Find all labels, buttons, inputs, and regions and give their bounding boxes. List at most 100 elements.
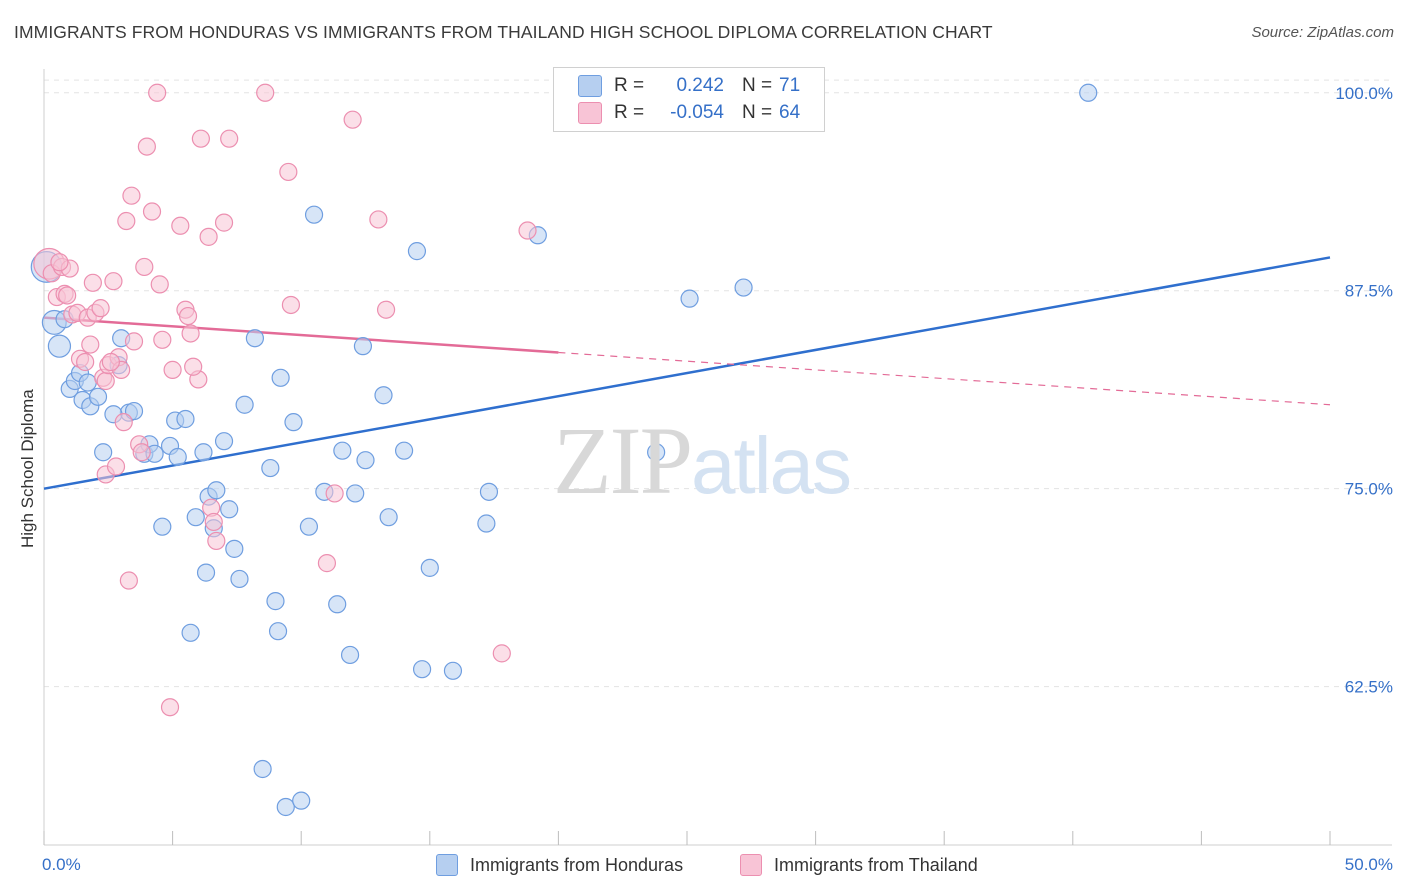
honduras-point bbox=[328, 595, 347, 614]
honduras-point bbox=[346, 484, 365, 503]
chart-title: IMMIGRANTS FROM HONDURAS VS IMMIGRANTS F… bbox=[14, 22, 993, 42]
watermark-zip: ZIP bbox=[553, 407, 693, 514]
thailand-point bbox=[153, 330, 172, 349]
honduras-point bbox=[230, 569, 249, 589]
thailand-point bbox=[160, 698, 180, 717]
thailand-point bbox=[376, 300, 396, 319]
thailand-point bbox=[117, 211, 136, 231]
source-label: Source: ZipAtlas.com bbox=[1251, 24, 1394, 41]
legend-r-value: 0.242 bbox=[676, 75, 724, 96]
honduras-point bbox=[168, 447, 187, 467]
thailand-point bbox=[122, 186, 141, 205]
honduras-swatch bbox=[578, 75, 602, 97]
honduras-point bbox=[261, 458, 280, 478]
legend-r-label: R = bbox=[614, 75, 645, 96]
honduras-point bbox=[647, 443, 666, 462]
honduras-point bbox=[124, 401, 144, 421]
thailand-point bbox=[317, 554, 337, 573]
legend-row-thailand: R = -0.054 N = 64 bbox=[578, 100, 800, 126]
thailand-point bbox=[124, 332, 144, 351]
honduras-point bbox=[194, 443, 213, 462]
thailand-point bbox=[163, 360, 182, 379]
thailand-point bbox=[191, 129, 210, 148]
thailand-point bbox=[83, 273, 102, 292]
honduras-point bbox=[88, 387, 108, 406]
honduras-point bbox=[333, 441, 352, 460]
thailand-legend-swatch bbox=[740, 854, 762, 876]
thailand-point bbox=[142, 202, 162, 221]
honduras-point bbox=[284, 413, 303, 432]
thailand-point bbox=[114, 413, 133, 432]
thailand-legend-label: Immigrants from Thailand bbox=[774, 854, 978, 875]
honduras-point bbox=[276, 797, 295, 817]
thailand-point bbox=[96, 371, 115, 391]
axes bbox=[43, 69, 1392, 846]
thailand-point bbox=[81, 335, 100, 354]
honduras-legend-label: Immigrants from Honduras bbox=[470, 854, 684, 875]
honduras-point bbox=[394, 441, 414, 460]
honduras-point bbox=[186, 508, 205, 527]
honduras-point bbox=[78, 373, 97, 392]
legend-n-value: 71 bbox=[779, 75, 801, 96]
x-tick-label-max: 50.0% bbox=[1345, 855, 1393, 874]
legend-n-label: N = bbox=[742, 102, 773, 123]
honduras-point bbox=[225, 539, 244, 558]
thailand-point bbox=[148, 83, 167, 102]
thailand-point bbox=[135, 257, 154, 277]
honduras-point bbox=[340, 645, 360, 665]
honduras-point bbox=[245, 329, 265, 348]
thailand-point bbox=[91, 299, 110, 318]
legend-n-label: N = bbox=[742, 75, 773, 96]
honduras-point bbox=[253, 759, 272, 779]
y-tick-label: 100.0% bbox=[1335, 84, 1393, 103]
thailand-point bbox=[281, 295, 301, 315]
thailand-trend-extension bbox=[558, 351, 1331, 406]
honduras-point bbox=[207, 481, 226, 500]
thailand-point bbox=[178, 306, 198, 326]
thailand-point bbox=[76, 352, 95, 372]
thailand-point bbox=[184, 357, 203, 376]
thailand-point bbox=[492, 644, 511, 663]
honduras-point bbox=[299, 517, 319, 536]
honduras-point bbox=[412, 660, 432, 679]
y-tick-label: 62.5% bbox=[1345, 678, 1393, 697]
honduras-point bbox=[292, 791, 311, 810]
honduras-point bbox=[220, 500, 239, 519]
x-tick-label-min: 0.0% bbox=[42, 855, 81, 874]
tick-labels: 62.5% 75.0% 87.5% 100.0% 0.0% 50.0% bbox=[42, 84, 1393, 874]
thailand-point bbox=[181, 324, 200, 343]
honduras-point bbox=[374, 386, 393, 405]
trend-lines bbox=[43, 256, 1331, 490]
thailand-point bbox=[137, 137, 156, 156]
honduras-trend-line bbox=[43, 256, 1331, 490]
thailand-point bbox=[343, 110, 362, 129]
grid-lines bbox=[44, 79, 1392, 688]
honduras-point bbox=[47, 334, 72, 358]
y-axis-label: High School Diploma bbox=[18, 389, 37, 548]
thailand-trend-line bbox=[43, 316, 559, 354]
honduras-point bbox=[734, 278, 753, 297]
honduras-point bbox=[181, 623, 200, 642]
honduras-point bbox=[268, 622, 288, 641]
honduras-point bbox=[94, 443, 113, 462]
honduras-point bbox=[379, 508, 398, 527]
thailand-point bbox=[214, 213, 234, 232]
legend-row-honduras: R = 0.242 N = 71 bbox=[578, 73, 800, 99]
honduras-point bbox=[479, 482, 499, 501]
honduras-point bbox=[196, 563, 216, 582]
honduras-point bbox=[176, 409, 195, 429]
thailand-point bbox=[50, 253, 69, 272]
honduras-point bbox=[477, 514, 496, 533]
honduras-point bbox=[271, 368, 290, 387]
legend-n-value: 64 bbox=[779, 102, 801, 123]
honduras-point bbox=[353, 337, 373, 356]
thailand-point bbox=[58, 286, 77, 305]
thailand-point bbox=[171, 216, 190, 235]
thailand-point bbox=[119, 571, 138, 590]
honduras-point bbox=[443, 661, 463, 680]
honduras-legend-swatch bbox=[436, 854, 458, 876]
thailand-point bbox=[104, 272, 123, 291]
honduras-point bbox=[214, 432, 234, 451]
y-tick-label: 75.0% bbox=[1345, 480, 1393, 499]
thailand-point bbox=[279, 162, 298, 182]
